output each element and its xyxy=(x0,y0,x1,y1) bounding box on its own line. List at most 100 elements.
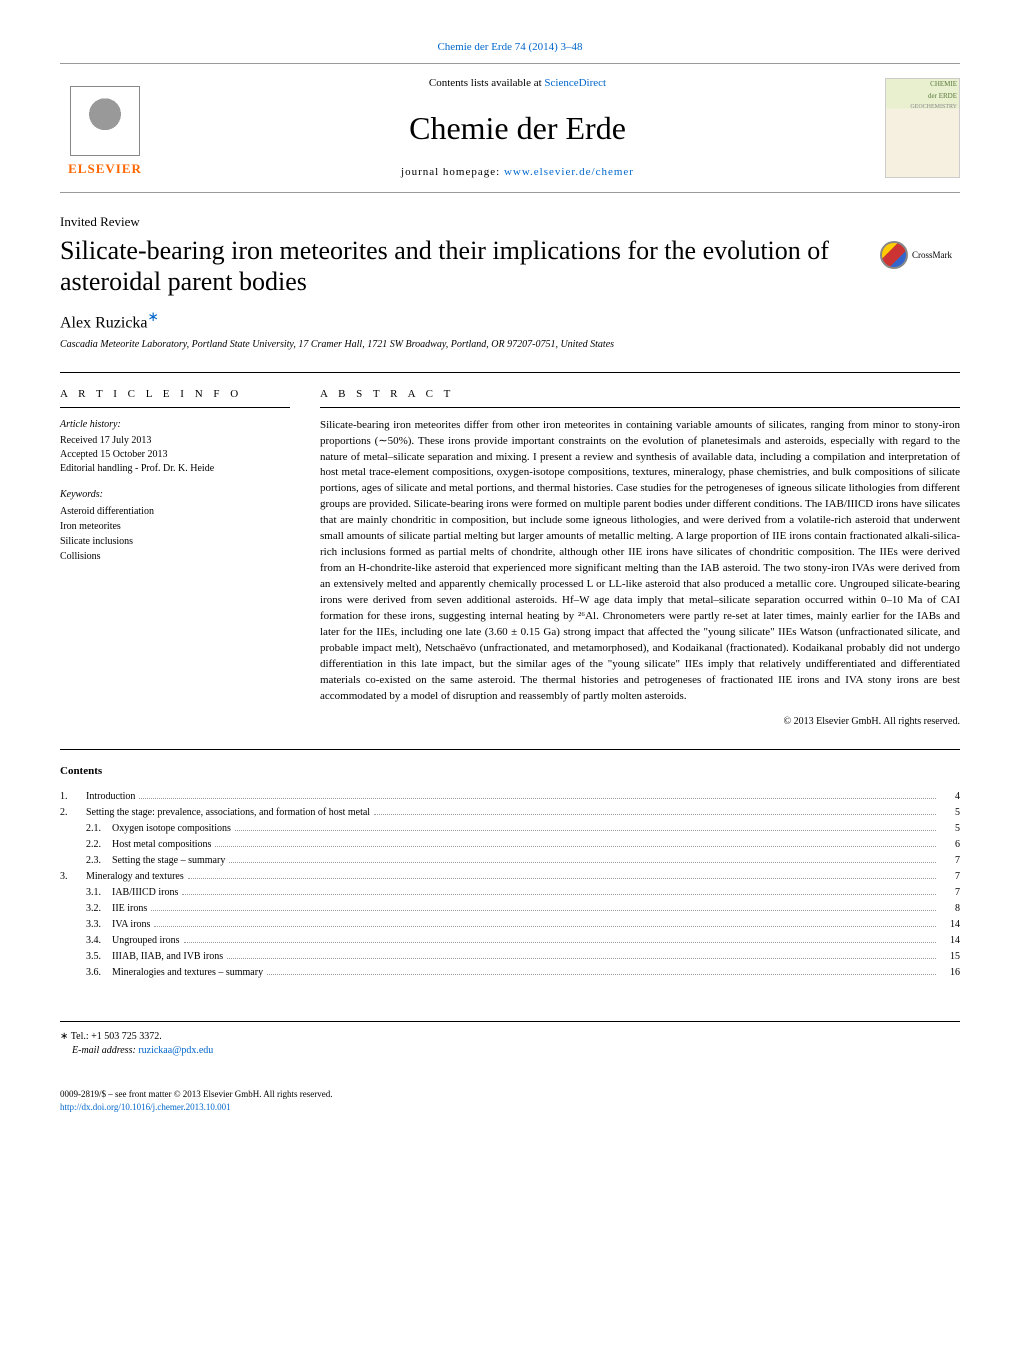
copyright-line: © 2013 Elsevier GmbH. All rights reserve… xyxy=(320,715,960,729)
toc-label: IAB/IIICD irons xyxy=(112,885,178,901)
toc-page: 14 xyxy=(940,933,960,949)
toc-number: 3.6. xyxy=(86,965,112,981)
keyword: Iron meteorites xyxy=(60,519,290,534)
author-corr-mark: ∗ xyxy=(148,309,159,324)
toc-label: IVA irons xyxy=(112,917,150,933)
toc-row[interactable]: 3.1.IAB/IIICD irons 7 xyxy=(60,885,960,901)
elsevier-logo[interactable]: ELSEVIER xyxy=(60,78,150,178)
keywords-label: Keywords: xyxy=(60,488,290,502)
toc-row[interactable]: 3.Mineralogy and textures 7 xyxy=(60,869,960,885)
toc-page: 7 xyxy=(940,853,960,869)
toc: 1.Introduction42.Setting the stage: prev… xyxy=(60,789,960,981)
journal-name: Chemie der Erde xyxy=(150,106,885,151)
contents-line: Contents lists available at ScienceDirec… xyxy=(150,76,885,91)
sciencedirect-link[interactable]: ScienceDirect xyxy=(544,77,606,89)
toc-label: Mineralogies and textures – summary xyxy=(112,965,263,981)
toc-row[interactable]: 3.6.Mineralogies and textures – summary 1… xyxy=(60,965,960,981)
toc-number: 2.3. xyxy=(86,853,112,869)
keyword: Collisions xyxy=(60,549,290,564)
toc-row[interactable]: 2.2.Host metal compositions6 xyxy=(60,837,960,853)
elsevier-label: ELSEVIER xyxy=(68,160,142,178)
toc-row[interactable]: 3.3.IVA irons 14 xyxy=(60,917,960,933)
author-line: Alex Ruzicka∗ xyxy=(60,308,960,335)
toc-page: 8 xyxy=(940,901,960,917)
corresponding-author: ∗ Tel.: +1 503 725 3372. xyxy=(60,1030,960,1044)
paper-title: Silicate-bearing iron meteorites and the… xyxy=(60,235,860,297)
footer: ∗ Tel.: +1 503 725 3372. E-mail address:… xyxy=(60,1021,960,1113)
toc-dots xyxy=(154,926,936,927)
info-heading: A R T I C L E I N F O xyxy=(60,387,290,407)
author-name: Alex Ruzicka xyxy=(60,314,148,331)
toc-dots xyxy=(227,958,936,959)
toc-dots xyxy=(267,974,936,975)
crossmark-badge[interactable]: CrossMark xyxy=(880,235,960,275)
toc-number: 3.2. xyxy=(86,901,112,917)
affiliation: Cascadia Meteorite Laboratory, Portland … xyxy=(60,338,960,352)
toc-row[interactable]: 3.4.Ungrouped irons14 xyxy=(60,933,960,949)
toc-page: 4 xyxy=(940,789,960,805)
abstract-heading: A B S T R A C T xyxy=(320,387,960,407)
doi-link[interactable]: http://dx.doi.org/10.1016/j.chemer.2013.… xyxy=(60,1102,231,1112)
toc-row[interactable]: 1.Introduction4 xyxy=(60,789,960,805)
toc-number: 3.4. xyxy=(86,933,112,949)
toc-dots xyxy=(229,862,936,863)
contents-prefix: Contents lists available at xyxy=(429,77,544,89)
toc-number: 1. xyxy=(60,789,86,805)
toc-page: 14 xyxy=(940,917,960,933)
corr-tel: Tel.: +1 503 725 3372. xyxy=(71,1031,162,1042)
toc-label: Setting the stage: prevalence, associati… xyxy=(86,805,370,821)
toc-dots xyxy=(215,846,936,847)
keyword: Silicate inclusions xyxy=(60,534,290,549)
toc-number: 3.1. xyxy=(86,885,112,901)
toc-number: 3.3. xyxy=(86,917,112,933)
toc-row[interactable]: 2.1.Oxygen isotope compositions5 xyxy=(60,821,960,837)
toc-row[interactable]: 2.Setting the stage: prevalence, associa… xyxy=(60,805,960,821)
toc-page: 16 xyxy=(940,965,960,981)
toc-dots xyxy=(151,910,936,911)
toc-number: 3. xyxy=(60,869,86,885)
email-link[interactable]: ruzickaa@pdx.edu xyxy=(138,1045,213,1056)
info-abstract-row: A R T I C L E I N F O Article history: R… xyxy=(60,372,960,728)
toc-page: 6 xyxy=(940,837,960,853)
cover-title-2: der ERDE xyxy=(886,91,959,103)
toc-page: 7 xyxy=(940,869,960,885)
toc-label: Mineralogy and textures xyxy=(86,869,184,885)
header-bar: ELSEVIER Contents lists available at Sci… xyxy=(60,63,960,193)
header-center: Contents lists available at ScienceDirec… xyxy=(150,76,885,180)
toc-label: Oxygen isotope compositions xyxy=(112,821,231,837)
toc-page: 7 xyxy=(940,885,960,901)
toc-label: Setting the stage – summary xyxy=(112,853,225,869)
toc-page: 5 xyxy=(940,821,960,837)
corr-mark: ∗ xyxy=(60,1031,68,1042)
article-info-column: A R T I C L E I N F O Article history: R… xyxy=(60,387,290,728)
crossmark-label: CrossMark xyxy=(912,249,952,262)
title-row: Silicate-bearing iron meteorites and the… xyxy=(60,235,960,297)
article-type: Invited Review xyxy=(60,213,960,231)
history-text: Received 17 July 2013 Accepted 15 Octobe… xyxy=(60,434,290,476)
toc-dots xyxy=(235,830,936,831)
toc-dots xyxy=(139,798,936,799)
homepage-prefix: journal homepage: xyxy=(401,166,504,178)
homepage-line: journal homepage: www.elsevier.de/chemer xyxy=(150,165,885,180)
toc-page: 15 xyxy=(940,949,960,965)
toc-row[interactable]: 2.3.Setting the stage – summary 7 xyxy=(60,853,960,869)
abstract-column: A B S T R A C T Silicate-bearing iron me… xyxy=(320,387,960,728)
crossmark-icon xyxy=(880,241,908,269)
history-label: Article history: xyxy=(60,418,290,432)
email-label: E-mail address: xyxy=(72,1045,138,1056)
citation-link[interactable]: Chemie der Erde 74 (2014) 3–48 xyxy=(437,41,582,53)
toc-row[interactable]: 3.5.IIIAB, IIAB, and IVB irons15 xyxy=(60,949,960,965)
citation-header: Chemie der Erde 74 (2014) 3–48 xyxy=(60,40,960,55)
abstract-text: Silicate-bearing iron meteorites differ … xyxy=(320,418,960,705)
toc-dots xyxy=(188,878,936,879)
homepage-link[interactable]: www.elsevier.de/chemer xyxy=(504,166,634,178)
toc-number: 2. xyxy=(60,805,86,821)
toc-row[interactable]: 3.2.IIE irons8 xyxy=(60,901,960,917)
issn-line: 0009-2819/$ – see front matter © 2013 El… xyxy=(60,1088,960,1101)
toc-dots xyxy=(184,942,937,943)
elsevier-tree-icon xyxy=(70,86,140,156)
journal-cover-thumbnail[interactable]: CHEMIE der ERDE GEOCHEMISTRY xyxy=(885,78,960,178)
toc-dots xyxy=(182,894,936,895)
toc-dots xyxy=(374,814,936,815)
cover-subtitle: GEOCHEMISTRY xyxy=(886,103,959,111)
